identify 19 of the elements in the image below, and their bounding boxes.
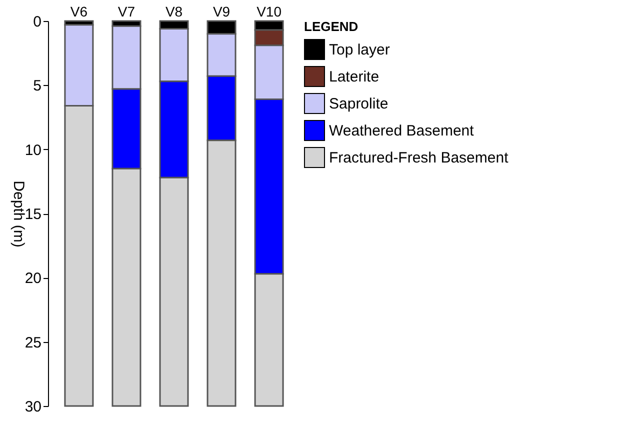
x-tick-label: V10: [256, 4, 282, 20]
legend-label: Fractured-Fresh Basement: [329, 150, 510, 166]
x-tick-label: V7: [118, 4, 136, 20]
legend-label: Top layer: [329, 42, 390, 58]
x-tick-label: V6: [70, 4, 88, 20]
legend-label: Weathered Basement: [329, 122, 475, 140]
y-tick-label: 5: [33, 78, 42, 95]
y-tick-label: 30: [24, 398, 42, 416]
legend-label: Laterite: [329, 68, 380, 86]
y-axis-title: Depth (m): [10, 180, 27, 248]
x-tick-label: V9: [212, 4, 230, 20]
y-tick-label: 15: [24, 206, 42, 223]
y-tick-label: 25: [24, 334, 42, 352]
legend-label: Saprolite: [329, 96, 388, 112]
y-tick-label: 0: [33, 14, 42, 30]
x-tick-label: V8: [165, 4, 183, 20]
legend-title: LEGEND: [304, 19, 358, 34]
y-tick-label: 20: [24, 270, 42, 288]
y-tick-label: 10: [24, 142, 42, 159]
